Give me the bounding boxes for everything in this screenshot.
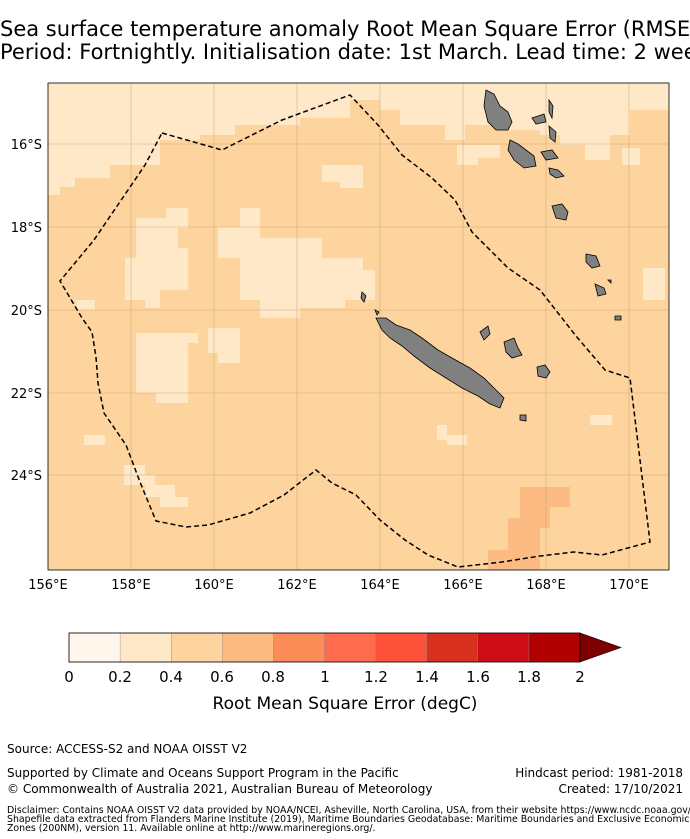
tick-label-20S: 20°S <box>11 304 42 319</box>
disclaimer-line-2: Shapefile data extracted from Flanders M… <box>7 814 690 825</box>
colorbar-swatch <box>68 632 121 663</box>
y-axis-ticks: 16°S 18°S 20°S 22°S 24°S <box>11 138 42 484</box>
colorbar: 0 0.2 0.4 0.6 0.8 1 1.2 1.4 1.6 1.8 2 Ro… <box>64 632 622 714</box>
colorbar-swatch <box>324 632 377 663</box>
hindcast-period-text: Hindcast period: 1981-2018 <box>515 766 683 780</box>
colorbar-swatch <box>222 632 274 663</box>
tick-label-156E: 156°E <box>28 578 68 593</box>
colorbar-swatch <box>273 632 325 663</box>
tick-label-22S: 22°S <box>11 387 42 402</box>
land-masses <box>360 89 622 422</box>
disclaimer-line-1: Disclaimer: Contains NOAA OISST V2 data … <box>7 805 690 816</box>
tick-label-168E: 168°E <box>526 578 566 593</box>
tick-label-24S: 24°S <box>11 469 42 484</box>
new-caledonia <box>375 317 505 409</box>
tick-label-160E: 160°E <box>194 578 234 593</box>
tick-label-164E: 164°E <box>360 578 400 593</box>
cbar-tick-1: 1 <box>320 668 330 686</box>
colorbar-label: Root Mean Square Error (degC) <box>213 694 478 714</box>
low-error-patches <box>48 83 669 507</box>
colorbar-tick-labels: 0 0.2 0.4 0.6 0.8 1 1.2 1.4 1.6 1.8 2 <box>64 668 585 686</box>
tick-label-162E: 162°E <box>277 578 317 593</box>
colorbar-frame <box>68 632 581 663</box>
map-frame <box>47 82 670 571</box>
tick-label-158E: 158°E <box>111 578 151 593</box>
cbar-tick-0.4: 0.4 <box>159 668 183 686</box>
cbar-tick-0.2: 0.2 <box>108 668 132 686</box>
disclaimer-line-3: Zones (200NM), version 11. Available onl… <box>7 823 376 834</box>
tick-label-166E: 166°E <box>443 578 483 593</box>
support-text: Supported by Climate and Oceans Support … <box>7 766 399 780</box>
map-title-line-2: Period: Fortnightly. Initialisation date… <box>0 40 690 64</box>
colorbar-swatch <box>426 632 479 663</box>
colorbar-swatch <box>477 632 530 663</box>
colorbar-swatch <box>119 632 172 663</box>
x-axis-ticks: 156°E 158°E 160°E 162°E 164°E 166°E 168°… <box>28 578 649 593</box>
espiritu-santo <box>483 89 513 131</box>
cbar-tick-0.8: 0.8 <box>261 668 285 686</box>
cbar-tick-1.6: 1.6 <box>466 668 490 686</box>
tick-label-18S: 18°S <box>11 221 42 236</box>
rmse-map: 156°E 158°E 160°E 162°E 164°E 166°E 168°… <box>11 82 670 593</box>
higher-error-patches <box>488 487 570 570</box>
colorbar-swatch <box>528 632 581 663</box>
cbar-tick-1.4: 1.4 <box>415 668 439 686</box>
tick-label-170E: 170°E <box>609 578 649 593</box>
map-title-line-1: Sea surface temperature anomaly Root Mea… <box>0 17 690 41</box>
colorbar-extend-arrow <box>579 632 622 663</box>
cbar-tick-1.8: 1.8 <box>517 668 541 686</box>
tick-label-16S: 16°S <box>11 138 42 153</box>
grid-lines <box>48 83 669 570</box>
source-text: Source: ACCESS-S2 and NOAA OISST V2 <box>7 742 248 756</box>
cbar-tick-0.6: 0.6 <box>210 668 234 686</box>
cbar-tick-0: 0 <box>64 668 74 686</box>
colorbar-swatch <box>170 632 223 663</box>
colorbar-swatch <box>375 632 428 663</box>
copyright-text: © Commonwealth of Australia 2021, Austra… <box>7 782 433 796</box>
colorbar-swatches <box>68 632 581 663</box>
cbar-tick-1.2: 1.2 <box>364 668 388 686</box>
eez-boundary <box>59 94 651 568</box>
created-date-text: Created: 17/10/2021 <box>558 782 683 796</box>
cbar-tick-2: 2 <box>575 668 585 686</box>
